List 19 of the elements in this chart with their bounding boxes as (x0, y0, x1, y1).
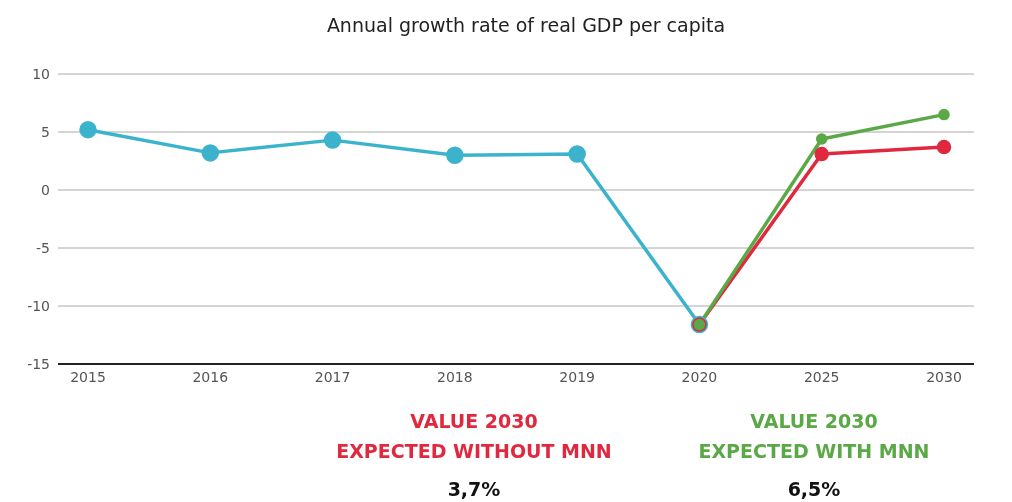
x-tick-label: 2018 (437, 368, 473, 385)
y-tick-label: -5 (36, 239, 50, 256)
text: VALUE 2030 EXPECTED WITHOUT MNN (335, 409, 613, 464)
x-tick-label: 2025 (803, 368, 840, 385)
text: 3,7% (446, 478, 502, 500)
x-tick-label: 2015 (70, 368, 106, 385)
y-tick-label: 5 (41, 123, 50, 140)
x-tick-label: 2030 (926, 368, 962, 385)
y-tick-label: 0 (41, 181, 50, 198)
x-tick-label: 2020 (681, 368, 718, 385)
y-tick-label: -10 (27, 297, 50, 314)
chart-title: Annual growth rate of real GDP per capita (325, 13, 727, 38)
y-tick-label: 10 (32, 65, 50, 82)
x-tick-label: 2016 (192, 368, 229, 385)
text: VALUE 2030 EXPECTED WITH MNN (697, 409, 931, 464)
y-tick-label: -15 (27, 355, 50, 372)
x-tick-label: 2019 (559, 368, 595, 385)
x-tick-label: 2017 (314, 368, 351, 385)
text: 6,5% (786, 478, 842, 500)
